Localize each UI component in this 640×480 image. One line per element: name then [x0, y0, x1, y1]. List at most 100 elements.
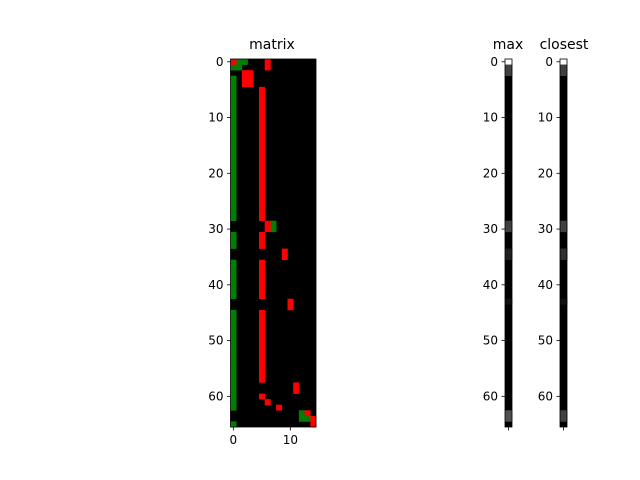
closest-cell	[560, 410, 568, 417]
closest-ytick-label: 40	[538, 278, 553, 292]
matrix-cell-green	[230, 393, 237, 400]
matrix-cell-red	[264, 64, 271, 71]
matrix-cell-green	[230, 337, 237, 344]
closest-ytick-label: 60	[538, 389, 553, 403]
matrix-cell-green	[230, 176, 237, 182]
matrix-ytick-label: 60	[208, 389, 223, 403]
matrix-cell-red	[259, 326, 265, 333]
matrix-cell-green	[270, 220, 277, 227]
matrix-cell-red	[259, 137, 265, 143]
matrix-cell-green	[230, 75, 237, 82]
matrix-cell-green	[230, 148, 237, 155]
matrix-cell-green	[230, 86, 237, 93]
matrix-ytick-label: 40	[208, 278, 223, 292]
matrix-cell-green	[270, 226, 277, 233]
matrix-cell-red	[259, 270, 265, 277]
max-cell	[505, 248, 513, 255]
matrix-cell-green	[230, 332, 237, 339]
matrix-cell-red	[259, 231, 265, 238]
matrix-cell-red	[259, 86, 265, 93]
matrix-cell-red	[293, 382, 300, 389]
max-cell	[505, 298, 513, 305]
closest-ytick-label: 50	[538, 334, 553, 348]
matrix-cell-green	[230, 259, 237, 266]
closest-cell	[560, 298, 568, 305]
matrix-cell-green	[230, 203, 237, 210]
matrix-cell-red	[259, 215, 265, 221]
matrix-cell-green	[230, 371, 237, 378]
matrix-cell-green	[230, 282, 237, 288]
matrix-cell-green	[230, 265, 237, 272]
matrix-cell-red	[259, 209, 265, 216]
matrix-cell-red	[259, 371, 265, 378]
matrix-cell-red	[259, 125, 265, 132]
matrix-cell-red	[259, 103, 265, 110]
matrix-ytick-label: 50	[208, 334, 223, 348]
matrix-cell-red	[259, 243, 265, 249]
matrix-cell-green	[304, 415, 311, 422]
matrix-cell-green	[241, 59, 248, 65]
matrix-cell-red	[259, 354, 265, 361]
matrix-ytick-label: 30	[208, 222, 223, 236]
matrix-cell-green	[230, 131, 237, 138]
matrix-cell-green	[230, 98, 237, 104]
matrix-cell-red	[259, 293, 265, 300]
closest-cell	[560, 415, 568, 422]
matrix-cell-green	[230, 365, 237, 372]
matrix-cell-green	[230, 315, 237, 322]
max-ytick-label: 10	[483, 111, 498, 125]
matrix-cell-red	[247, 81, 254, 88]
matrix-cell-red	[304, 410, 311, 417]
closest-cell	[560, 70, 568, 77]
matrix-cell-red	[259, 198, 265, 205]
matrix-cell-red	[259, 187, 265, 194]
matrix-cell-green	[230, 376, 237, 383]
matrix-cell-red	[259, 259, 265, 266]
matrix-cell-green	[230, 120, 237, 127]
closest-panel: closest 0 10 20 30 40 50 60	[538, 37, 589, 431]
matrix-title: matrix	[249, 37, 295, 53]
max-panel: max 0 10 20 30 40 50 60	[483, 37, 523, 431]
matrix-cell-green	[230, 270, 237, 277]
matrix-cell-red	[259, 315, 265, 322]
matrix-cell-green	[230, 348, 237, 355]
closest-cell	[560, 220, 568, 227]
max-cell	[505, 254, 513, 261]
matrix-cell-red	[259, 321, 265, 327]
matrix-cell-green	[230, 276, 237, 283]
matrix-ytick-label: 0	[216, 55, 224, 69]
matrix-cell-red	[310, 415, 317, 422]
matrix-cell-green	[230, 343, 237, 350]
matrix-cell-green	[230, 159, 237, 166]
matrix-cell-green	[230, 326, 237, 333]
matrix-cell-red	[276, 404, 283, 411]
max-cell	[505, 410, 513, 417]
max-cell	[505, 70, 513, 77]
matrix-cell-red	[259, 376, 265, 383]
matrix-cell-red	[264, 399, 271, 405]
matrix-cell-red	[259, 109, 265, 116]
matrix-cell-green	[230, 243, 237, 249]
matrix-cell-red	[259, 98, 265, 104]
closest-ytick-label: 20	[538, 166, 553, 180]
matrix-cell-red	[259, 164, 265, 171]
matrix-cell-green	[230, 103, 237, 110]
matrix-background	[230, 59, 316, 427]
max-cell	[505, 64, 513, 71]
matrix-cell-green	[230, 92, 237, 99]
matrix-cell-green	[230, 170, 237, 177]
max-cell	[505, 415, 513, 422]
matrix-cell-green	[230, 142, 237, 149]
matrix-cell-red	[247, 70, 254, 77]
matrix-cell-red	[259, 192, 265, 199]
matrix-cell-red	[264, 226, 271, 233]
matrix-cell-red	[230, 59, 237, 65]
matrix-cell-green	[230, 387, 237, 394]
matrix-cell-green	[230, 125, 237, 132]
matrix-ytick-label: 10	[208, 111, 223, 125]
matrix-cell-red	[259, 309, 265, 316]
matrix-cell-green	[230, 181, 237, 188]
matrix-ytick-label: 20	[208, 166, 223, 180]
matrix-cell-green	[230, 421, 237, 428]
matrix-cell-red	[259, 159, 265, 166]
